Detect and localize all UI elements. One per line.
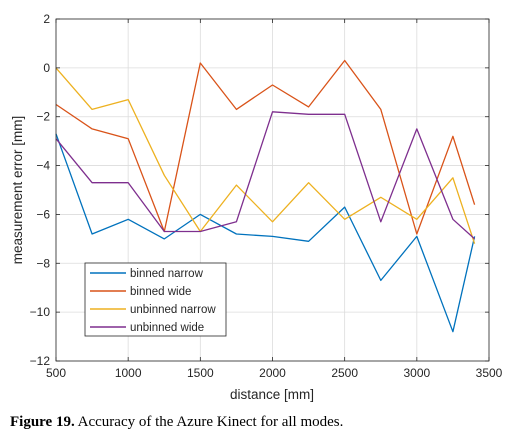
axis-ticks: 500 1000 1500 2000 2500 3000 3500 −12 −10 −8 −6 −4 −…	[30, 12, 503, 380]
y-tick-label: −4	[36, 159, 50, 173]
x-tick-label: 1000	[115, 366, 142, 380]
x-tick-label: 3500	[476, 366, 503, 380]
legend-label-binned-narrow: binned narrow	[130, 268, 204, 280]
legend-label-binned-wide: binned wide	[130, 286, 191, 298]
y-tick-label: 0	[43, 61, 50, 75]
legend-label-unbinned-narrow: unbinned narrow	[130, 304, 216, 316]
chart: 500 1000 1500 2000 2500 3000 3500 −12 −10 −8 −6 −4 −…	[10, 12, 503, 402]
series-line-unbinned-wide	[55, 111, 476, 240]
figure-caption-label: Figure 19.	[10, 414, 75, 430]
y-tick-label: −6	[36, 207, 50, 221]
legend: binned narrow binned wide unbinned narrow u…	[84, 262, 227, 337]
legend-label-unbinned-wide: unbinned wide	[130, 322, 204, 334]
x-axis-title: distance [mm]	[230, 387, 314, 402]
x-tick-label: 1500	[187, 366, 214, 380]
x-tick-label: 2000	[259, 366, 286, 380]
y-tick-label: −8	[36, 256, 50, 270]
series-lines	[55, 59, 476, 333]
y-axis-title: measurement error [mm]	[10, 116, 25, 265]
figure-caption: Figure 19. Accuracy of the Azure Kinect …	[10, 414, 343, 431]
series-line-binned-wide	[55, 59, 476, 235]
y-tick-label: −10	[30, 305, 51, 319]
x-tick-label: 500	[46, 366, 66, 380]
y-tick-label: −2	[36, 110, 50, 124]
series-line-binned-narrow	[55, 133, 476, 333]
y-tick-label: −12	[30, 354, 51, 368]
y-tick-label: 2	[43, 12, 50, 26]
series-line-unbinned-narrow	[55, 67, 476, 244]
x-tick-label: 3000	[403, 366, 430, 380]
legend-box	[84, 262, 227, 337]
figure-caption-text: Accuracy of the Azure Kinect for all mod…	[74, 414, 344, 430]
x-tick-label: 2500	[331, 366, 358, 380]
